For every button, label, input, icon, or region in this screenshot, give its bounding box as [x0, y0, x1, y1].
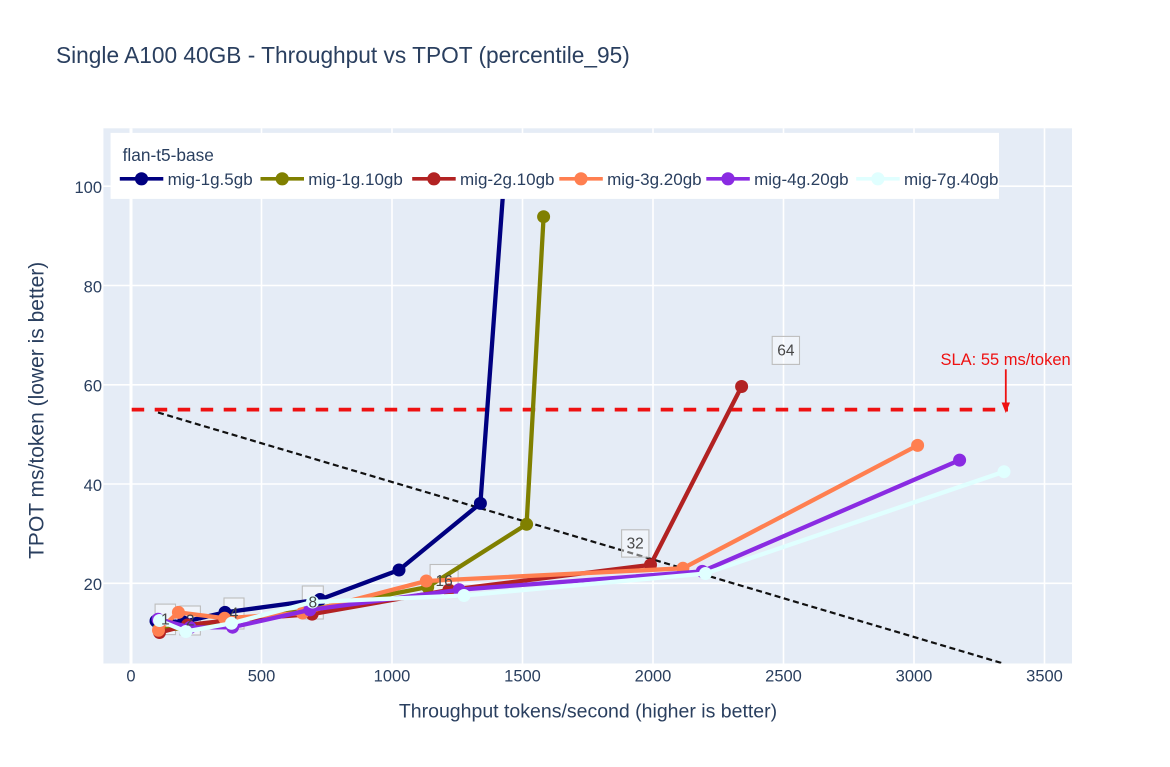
svg-text:mig-4g.20gb: mig-4g.20gb	[754, 170, 849, 189]
svg-text:64: 64	[777, 342, 795, 359]
svg-text:mig-7g.40gb: mig-7g.40gb	[904, 170, 999, 189]
svg-text:40: 40	[84, 477, 102, 495]
svg-text:1000: 1000	[374, 668, 411, 686]
svg-text:Throughput tokens/second (high: Throughput tokens/second (higher is bett…	[399, 700, 777, 722]
svg-text:0: 0	[126, 668, 135, 686]
svg-text:mig-3g.20gb: mig-3g.20gb	[607, 170, 702, 189]
svg-text:4: 4	[230, 606, 239, 623]
svg-text:1500: 1500	[504, 668, 541, 686]
svg-text:mig-2g.10gb: mig-2g.10gb	[460, 170, 555, 189]
svg-text:flan-t5-base: flan-t5-base	[123, 145, 214, 165]
svg-text:SLA: 55 ms/token: SLA: 55 ms/token	[940, 351, 1070, 369]
svg-text:20: 20	[84, 576, 102, 594]
svg-text:3500: 3500	[1026, 668, 1063, 686]
svg-text:mig-1g.5gb: mig-1g.5gb	[168, 170, 253, 189]
svg-text:16: 16	[435, 573, 452, 590]
svg-text:80: 80	[84, 278, 102, 296]
svg-text:32: 32	[627, 535, 644, 552]
svg-text:3000: 3000	[896, 668, 933, 686]
svg-text:60: 60	[84, 378, 102, 396]
svg-text:TPOT ms/token (lower is better: TPOT ms/token (lower is better)	[26, 262, 49, 559]
svg-text:2: 2	[186, 613, 195, 630]
svg-text:500: 500	[248, 668, 276, 686]
svg-text:2500: 2500	[765, 668, 802, 686]
svg-text:8: 8	[308, 595, 317, 612]
svg-text:Single A100 40GB - Throughput: Single A100 40GB - Throughput vs TPOT (p…	[56, 42, 630, 68]
svg-text:1: 1	[161, 611, 170, 628]
svg-text:2000: 2000	[635, 668, 672, 686]
svg-text:100: 100	[74, 179, 102, 197]
svg-text:mig-1g.10gb: mig-1g.10gb	[308, 170, 403, 189]
